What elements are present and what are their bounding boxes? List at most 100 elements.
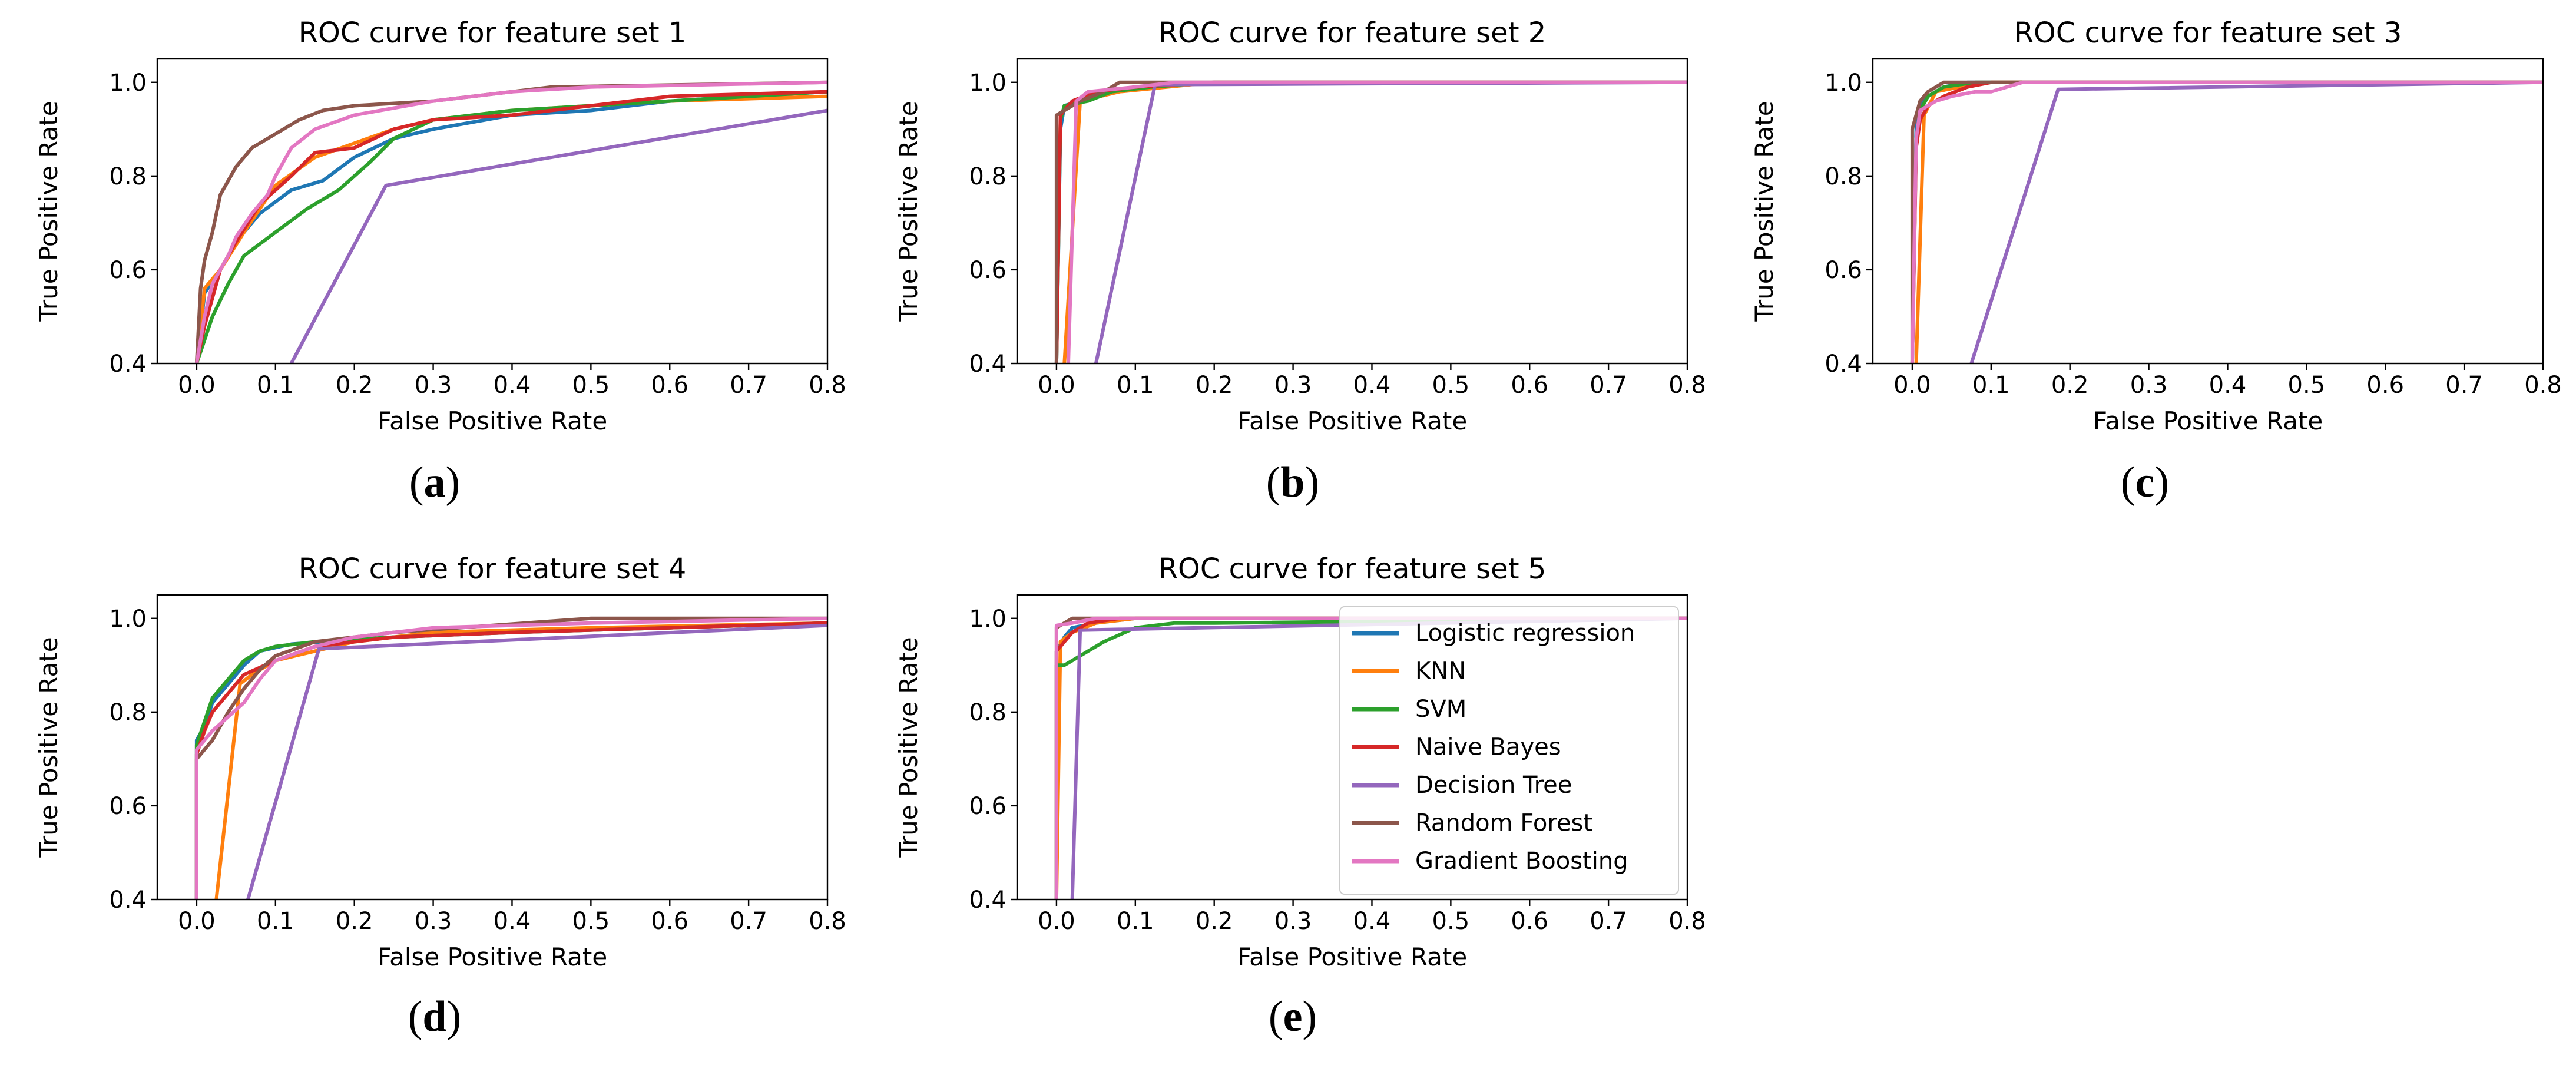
x-tick-label: 0.8 [1668, 372, 1706, 399]
series-line-logistic-regression [1910, 80, 2543, 363]
roc-panel-a: 0.0 0.1 0.2 0.3 0.4 0.5 0.6 0.7 0.8 0.4 0.6 0.8 1.0 R… [34, 16, 846, 507]
y-tick-label: 0.8 [969, 699, 1006, 726]
x-tick-label: 0.2 [1196, 372, 1233, 399]
x-tick-label: 0.3 [415, 372, 452, 399]
x-tick-label: 0.0 [1038, 372, 1075, 399]
series-line-svm [195, 90, 827, 363]
x-tick-label: 0.6 [1511, 372, 1548, 399]
x-tick-label: 0.8 [809, 908, 846, 935]
series-line-decision-tree [246, 623, 827, 899]
x-tick-label: 0.5 [1432, 372, 1470, 399]
series-line-random-forest [194, 80, 827, 363]
y-tick-label: 1.0 [109, 70, 147, 97]
y-axis-label: True Positive Rate [894, 101, 923, 322]
x-tick-label: 0.0 [1893, 372, 1931, 399]
series-line-decision-tree [1094, 80, 1687, 363]
series-line-gradient-boosting [194, 616, 827, 899]
legend-label: SVM [1415, 696, 1466, 723]
x-tick-label: 0.5 [572, 372, 610, 399]
x-tick-label: 0.1 [257, 908, 294, 935]
panel-caption: (d) [408, 993, 461, 1041]
x-tick-label: 0.7 [2445, 372, 2483, 399]
chart-title: ROC curve for feature set 4 [299, 553, 687, 586]
series-group [1054, 80, 1687, 363]
series-line-decision-tree [1969, 80, 2543, 363]
panel-caption: (c) [2121, 458, 2169, 507]
series-line-gradient-boosting [1910, 80, 2543, 363]
series-line-svm [1910, 80, 2543, 363]
series-line-naive-bayes [1910, 80, 2543, 363]
y-tick-label: 0.6 [109, 793, 147, 820]
roc-panel-c: 0.0 0.1 0.2 0.3 0.4 0.5 0.6 0.7 0.8 0.4 0.6 0.8 1.0 R… [1750, 16, 2562, 507]
panel-letter: e [1283, 993, 1303, 1041]
series-line-knn [1914, 80, 2543, 363]
legend-label: Decision Tree [1415, 772, 1572, 799]
roc-panel-b: 0.0 0.1 0.2 0.3 0.4 0.5 0.6 0.7 0.8 0.4 0.6 0.8 1.0 R… [894, 16, 1706, 507]
x-tick-label: 0.6 [651, 908, 688, 935]
x-tick-label: 0.5 [2288, 372, 2326, 399]
chart-title: ROC curve for feature set 3 [2014, 16, 2402, 49]
plot-frame [156, 594, 829, 901]
legend-label: Logistic regression [1415, 620, 1635, 647]
series-line-svm [1054, 616, 1687, 899]
panel-caption: (a) [409, 458, 460, 507]
panel-caption: (b) [1266, 458, 1319, 507]
series-line-random-forest [1910, 80, 2543, 363]
x-tick-label: 0.4 [2209, 372, 2247, 399]
x-tick-label: 0.6 [651, 372, 688, 399]
x-tick-label: 0.3 [1274, 908, 1312, 935]
plot-frame [156, 58, 829, 365]
x-tick-label: 0.4 [1353, 908, 1391, 935]
panel-letter: b [1280, 458, 1304, 507]
x-tick-label: 0.2 [2051, 372, 2089, 399]
legend-item: KNN [1352, 658, 1466, 685]
y-tick-label: 0.6 [969, 257, 1006, 284]
y-tick-label: 0.8 [969, 163, 1006, 190]
series-line-logistic-regression [1054, 80, 1687, 363]
x-tick-label: 0.2 [336, 372, 373, 399]
x-tick-label: 0.5 [1432, 908, 1470, 935]
legend-label: Random Forest [1415, 810, 1592, 837]
panel-caption: (e) [1269, 993, 1317, 1041]
series-line-gradient-boosting [1067, 80, 1687, 363]
legend-label: Naive Bayes [1415, 734, 1561, 761]
x-tick-label: 0.8 [2524, 372, 2562, 399]
y-tick-label: 0.8 [109, 163, 147, 190]
x-axis-label: False Positive Rate [378, 406, 607, 435]
y-tick-label: 0.6 [969, 793, 1006, 820]
legend-item: SVM [1352, 696, 1466, 723]
x-tick-label: 0.5 [572, 908, 610, 935]
series-line-naive-bayes [1054, 80, 1687, 363]
x-tick-label: 0.3 [2130, 372, 2168, 399]
y-tick-label: 0.4 [969, 350, 1006, 378]
x-axis-label: False Positive Rate [378, 942, 607, 971]
legend-box [1339, 606, 1679, 895]
series-line-logistic-regression [194, 621, 827, 899]
x-tick-label: 0.1 [1117, 908, 1154, 935]
y-tick-label: 0.8 [1825, 163, 1862, 190]
panel-letter: c [2135, 458, 2155, 507]
x-tick-label: 0.1 [257, 372, 294, 399]
plot-frame [1016, 58, 1688, 365]
x-tick-label: 0.8 [809, 372, 846, 399]
x-tick-label: 0.6 [2366, 372, 2404, 399]
legend-item: Random Forest [1352, 810, 1592, 837]
series-line-random-forest [1054, 80, 1687, 363]
legend-item: Decision Tree [1352, 772, 1572, 799]
series-line-logistic-regression [194, 90, 827, 363]
series-line-svm [1054, 80, 1687, 363]
x-tick-label: 0.7 [730, 908, 767, 935]
series-line-gradient-boosting [194, 80, 827, 363]
y-axis-label: True Positive Rate [34, 101, 63, 322]
series-line-knn [1062, 80, 1687, 363]
x-tick-label: 0.2 [1196, 908, 1233, 935]
legend-label: KNN [1415, 658, 1466, 685]
roc-panel-e: 0.0 0.1 0.2 0.3 0.4 0.5 0.6 0.7 0.8 0.4 0.6 0.8 1.0 R… [894, 553, 1706, 1041]
series-group [194, 616, 827, 899]
legend: Logistic regression KNN SVM Naive Bayes Deci… [1339, 606, 1679, 895]
x-tick-label: 0.4 [494, 908, 531, 935]
y-tick-label: 0.4 [969, 887, 1006, 914]
panel-letter: a [424, 458, 446, 507]
chart-title: ROC curve for feature set 2 [1158, 16, 1547, 49]
